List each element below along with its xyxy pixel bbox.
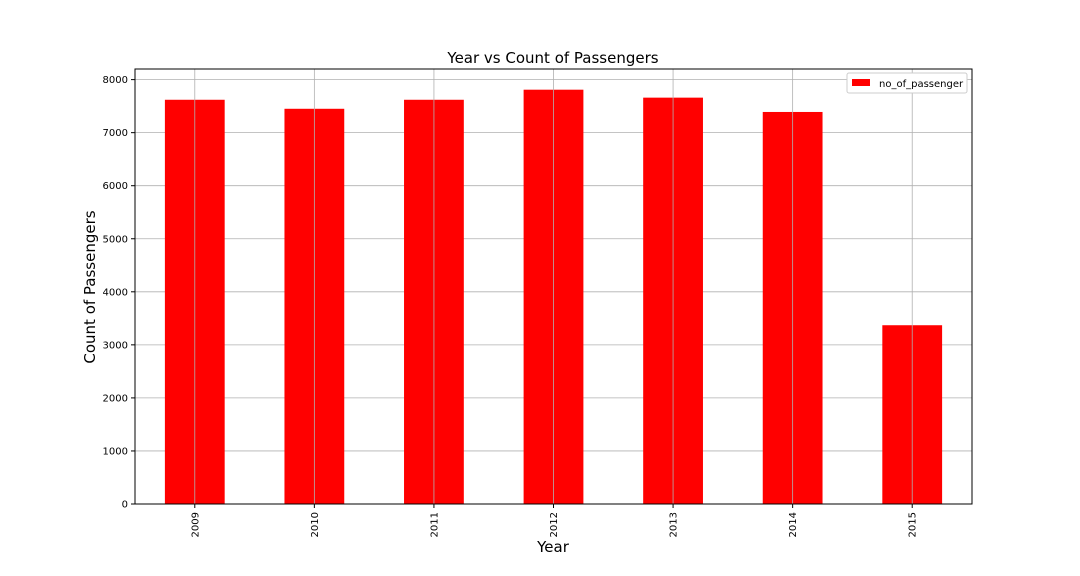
y-tick-label: 0 [122,500,128,511]
y-tick-label: 4000 [103,287,128,298]
y-axis-label: Count of Passengers [81,210,99,363]
x-axis-label: Year [536,538,570,556]
legend-entry-label: no_of_passenger [879,79,964,90]
y-tick-label: 8000 [103,75,128,86]
x-tick-label: 2012 [549,512,560,537]
grid-overlay [194,69,913,504]
legend-swatch [852,79,870,86]
x-tick-label: 2013 [669,512,680,537]
legend: no_of_passenger [846,72,968,94]
y-tick-label: 7000 [103,128,128,139]
x-tick-label: 2011 [429,512,440,537]
y-axis-ticks: 0 1000 2000 3000 4000 5000 6000 7000 8000 [103,75,135,511]
x-tick-label: 2010 [310,512,321,537]
x-tick-label: 2009 [190,512,201,537]
y-tick-label: 1000 [103,446,128,457]
y-tick-label: 5000 [103,234,128,245]
x-tick-label: 2015 [908,512,919,537]
x-tick-label: 2014 [788,512,799,537]
y-tick-label: 2000 [103,393,128,404]
y-tick-label: 3000 [103,340,128,351]
y-tick-label: 6000 [103,181,128,192]
x-axis-ticks: 2009 2010 2011 2012 2013 2014 2015 [190,504,919,537]
chart-title: Year vs Count of Passengers [446,49,658,67]
legend-box [846,72,968,94]
